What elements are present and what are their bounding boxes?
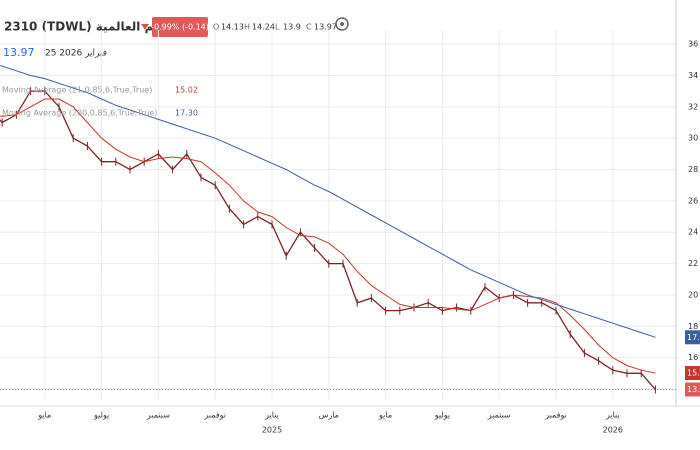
price-badge [685,330,700,345]
moving-average-line [0,98,656,374]
y-tick-label: 26 [688,196,698,205]
y-tick-label: 18 [688,322,698,331]
y-tick-label: 28 [688,165,698,174]
gear[interactable] [335,17,349,31]
gear-center[interactable] [340,22,344,26]
y-tick-label: 30 [688,134,698,143]
chart-title: 2310 (TDWL) سيكيم العالمية [4,20,183,34]
x-tick-label: يوليو [434,411,450,420]
x-tick-label: يوليو [93,411,109,420]
y-tick-label: 16 [688,353,698,362]
x-tick-label: سبتمبر [487,411,511,420]
settings-icon[interactable] [335,17,349,31]
ohlc-group: O 14.13 H 14.24 L 13.9 C 13.97 [213,23,337,32]
price-badge-label: 17.30 [687,333,700,342]
last-price: 13.97 [3,46,35,59]
y-tick-label: 36 [688,40,698,49]
price-badge [685,382,700,397]
price-badge-label: 13.97 [687,385,700,394]
x-tick-label: مايو [378,411,392,420]
x-tick-label: مايو [37,411,51,420]
y-tick-label: 22 [688,259,698,268]
ohlc-value: 14.24 [252,23,275,32]
dropdown-icon[interactable] [141,24,149,30]
ohlc-value: 13.9 [283,23,301,32]
change-box [152,17,208,37]
x-tick-label: نوفمبر [203,411,226,420]
ohlc-value: 14.13 [221,23,244,32]
x-tick-label: مارس [319,411,339,420]
indicator-value: 15.02 [175,86,198,95]
x-tick-label: يناير [264,411,279,420]
x-year-label: 2026 [603,426,623,435]
y-tick-label: 32 [688,102,698,111]
plot-area [0,0,700,407]
price-badge [685,366,700,381]
change-label: -0.99% (-0.14) [151,23,209,32]
ohlc-key: C [306,23,312,32]
x-tick-label: نوفمبر [544,411,567,420]
indicator-name: Moving Average (200,0,85,6,True,True) [2,109,157,118]
y-tick-label: 34 [688,71,698,80]
y-tick-label: 20 [688,290,698,299]
ohlc-key: O [213,23,219,32]
ohlc-key: H [244,23,250,32]
price-badge-label: 15.02 [687,369,700,378]
x-year-label: 2025 [262,426,282,435]
price-line [0,90,656,390]
y-tick-label: 24 [688,228,698,237]
indicator-value: 17.30 [175,109,198,118]
moving-average-line [0,65,656,338]
x-tick-label: سبتمبر [146,411,170,420]
date-label: 25 2026 فبراير [45,49,107,59]
ohlc-key: L [275,23,280,32]
indicator-name: Moving Average (21,0,85,6,True,True) [2,86,152,95]
ohlc-value: 13.97 [314,23,337,32]
x-tick-label: يناير [605,411,620,420]
